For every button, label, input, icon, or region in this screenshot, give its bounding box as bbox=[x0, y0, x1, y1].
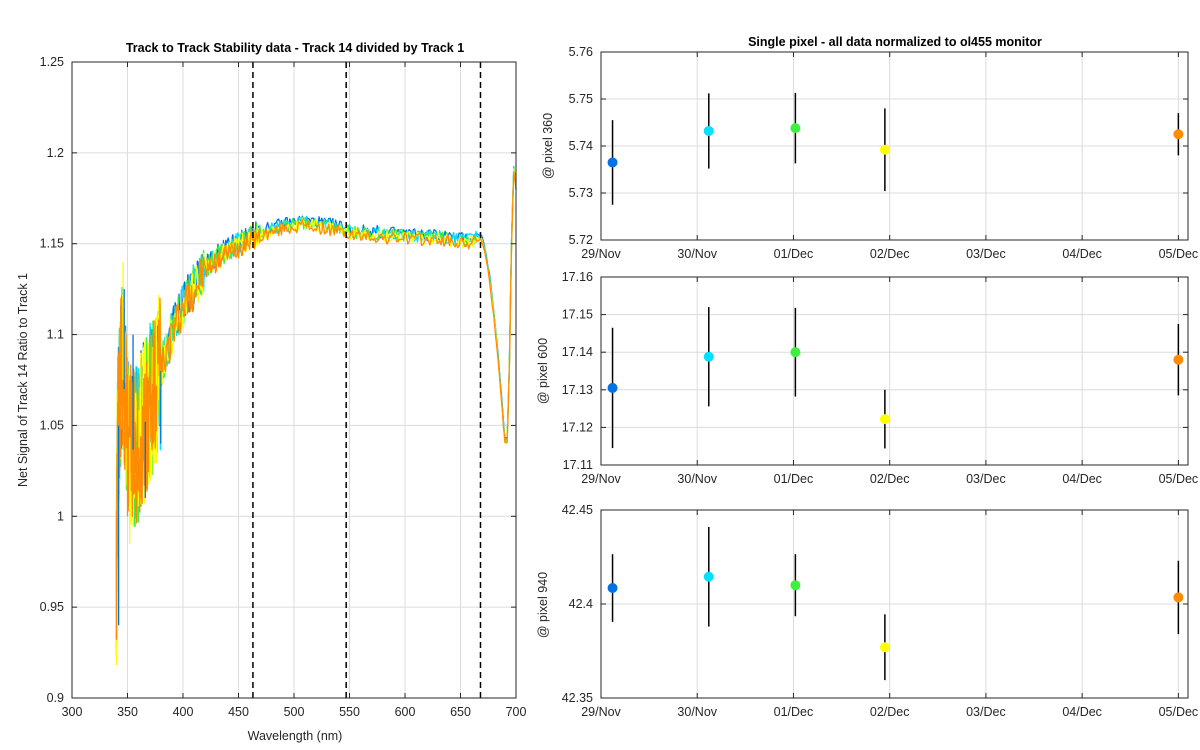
x-tick-label: 04/Dec bbox=[1062, 247, 1102, 261]
y-tick-label: 17.13 bbox=[562, 383, 593, 397]
ratio-series-line bbox=[115, 171, 517, 641]
single-pixel-plot-title: Single pixel - all data normalized to ol… bbox=[748, 35, 1042, 49]
y-tick-label: 1.2 bbox=[47, 146, 64, 160]
data-point bbox=[879, 414, 890, 425]
stability-plot-ylabel: Net Signal of Track 14 Ratio to Track 1 bbox=[16, 273, 30, 487]
x-tick-label: 01/Dec bbox=[774, 247, 814, 261]
axes-box bbox=[600, 276, 1189, 466]
x-tick-label: 400 bbox=[173, 705, 194, 719]
data-point bbox=[607, 157, 618, 168]
data-point bbox=[879, 144, 890, 155]
y-tick-label: 17.16 bbox=[562, 270, 593, 284]
data-point bbox=[790, 123, 801, 134]
y-tick-label: 5.73 bbox=[569, 186, 593, 200]
data-point bbox=[1173, 592, 1184, 603]
x-tick-label: 30/Nov bbox=[677, 472, 717, 486]
y-tick-label: 42.4 bbox=[569, 597, 593, 611]
data-point bbox=[607, 583, 618, 594]
data-point bbox=[790, 347, 801, 358]
x-tick-label: 02/Dec bbox=[870, 472, 910, 486]
data-point bbox=[703, 571, 714, 582]
x-tick-label: 02/Dec bbox=[870, 705, 910, 719]
x-tick-label: 04/Dec bbox=[1062, 705, 1102, 719]
data-point bbox=[790, 580, 801, 591]
pixel-360-ylabel: @ pixel 360 bbox=[541, 113, 555, 179]
y-tick-label: 42.45 bbox=[562, 503, 593, 517]
x-tick-label: 01/Dec bbox=[774, 705, 814, 719]
y-tick-label: 1 bbox=[57, 509, 64, 523]
y-tick-label: 42.35 bbox=[562, 691, 593, 705]
y-tick-label: 5.72 bbox=[569, 233, 593, 247]
data-point bbox=[703, 125, 714, 136]
y-tick-label: 17.14 bbox=[562, 345, 593, 359]
y-tick-label: 17.12 bbox=[562, 420, 593, 434]
x-tick-label: 05/Dec bbox=[1159, 472, 1199, 486]
x-tick-label: 500 bbox=[284, 705, 305, 719]
y-tick-label: 0.95 bbox=[40, 600, 64, 614]
x-tick-label: 300 bbox=[62, 705, 83, 719]
data-point bbox=[1173, 354, 1184, 365]
x-tick-label: 03/Dec bbox=[966, 247, 1006, 261]
data-point bbox=[879, 642, 890, 653]
y-tick-label: 1.05 bbox=[40, 418, 64, 432]
x-tick-label: 29/Nov bbox=[581, 705, 621, 719]
x-tick-label: 03/Dec bbox=[966, 472, 1006, 486]
y-tick-label: 5.74 bbox=[569, 139, 593, 153]
y-tick-label: 1.1 bbox=[47, 328, 64, 342]
x-tick-label: 350 bbox=[117, 705, 138, 719]
x-tick-label: 30/Nov bbox=[677, 247, 717, 261]
x-tick-label: 05/Dec bbox=[1159, 247, 1199, 261]
x-tick-label: 03/Dec bbox=[966, 705, 1006, 719]
y-tick-label: 17.11 bbox=[563, 458, 593, 472]
x-tick-label: 02/Dec bbox=[870, 247, 910, 261]
x-tick-label: 01/Dec bbox=[774, 472, 814, 486]
x-tick-label: 29/Nov bbox=[581, 247, 621, 261]
pixel-940-ylabel: @ pixel 940 bbox=[536, 572, 550, 638]
x-tick-label: 04/Dec bbox=[1062, 472, 1102, 486]
stability-plot-title: Track to Track Stability data - Track 14… bbox=[126, 41, 464, 55]
x-tick-label: 700 bbox=[506, 705, 527, 719]
pixel-600-ylabel: @ pixel 600 bbox=[536, 338, 550, 404]
pixel-940-plot: @ pixel 940 29/Nov 30/Nov 01/Dec 02/Dec 03/D… bbox=[536, 503, 1198, 719]
x-tick-label: 29/Nov bbox=[581, 472, 621, 486]
pixel-600-plot: @ pixel 600 29/Nov 30/Nov 01/Dec 02/Dec 03/D… bbox=[536, 270, 1198, 486]
data-point bbox=[607, 382, 618, 393]
x-tick-label: 450 bbox=[228, 705, 249, 719]
x-tick-label: 600 bbox=[395, 705, 416, 719]
stability-plot-xlabel: Wavelength (nm) bbox=[248, 729, 343, 743]
data-point bbox=[1173, 129, 1184, 140]
y-tick-label: 17.15 bbox=[562, 308, 593, 322]
pixel-360-plot: Single pixel - all data normalized to ol… bbox=[541, 35, 1198, 261]
data-point bbox=[703, 351, 714, 362]
x-tick-label: 30/Nov bbox=[677, 705, 717, 719]
y-tick-label: 1.25 bbox=[40, 55, 64, 69]
x-tick-label: 650 bbox=[450, 705, 471, 719]
y-tick-label: 0.9 bbox=[47, 691, 64, 705]
y-tick-label: 5.76 bbox=[569, 45, 593, 59]
y-tick-label: 5.75 bbox=[569, 92, 593, 106]
y-tick-label: 1.15 bbox=[40, 237, 64, 251]
stability-ratio-plot: Track to Track Stability data - Track 14… bbox=[16, 41, 526, 743]
x-tick-label: 550 bbox=[339, 705, 360, 719]
x-tick-label: 05/Dec bbox=[1159, 705, 1199, 719]
